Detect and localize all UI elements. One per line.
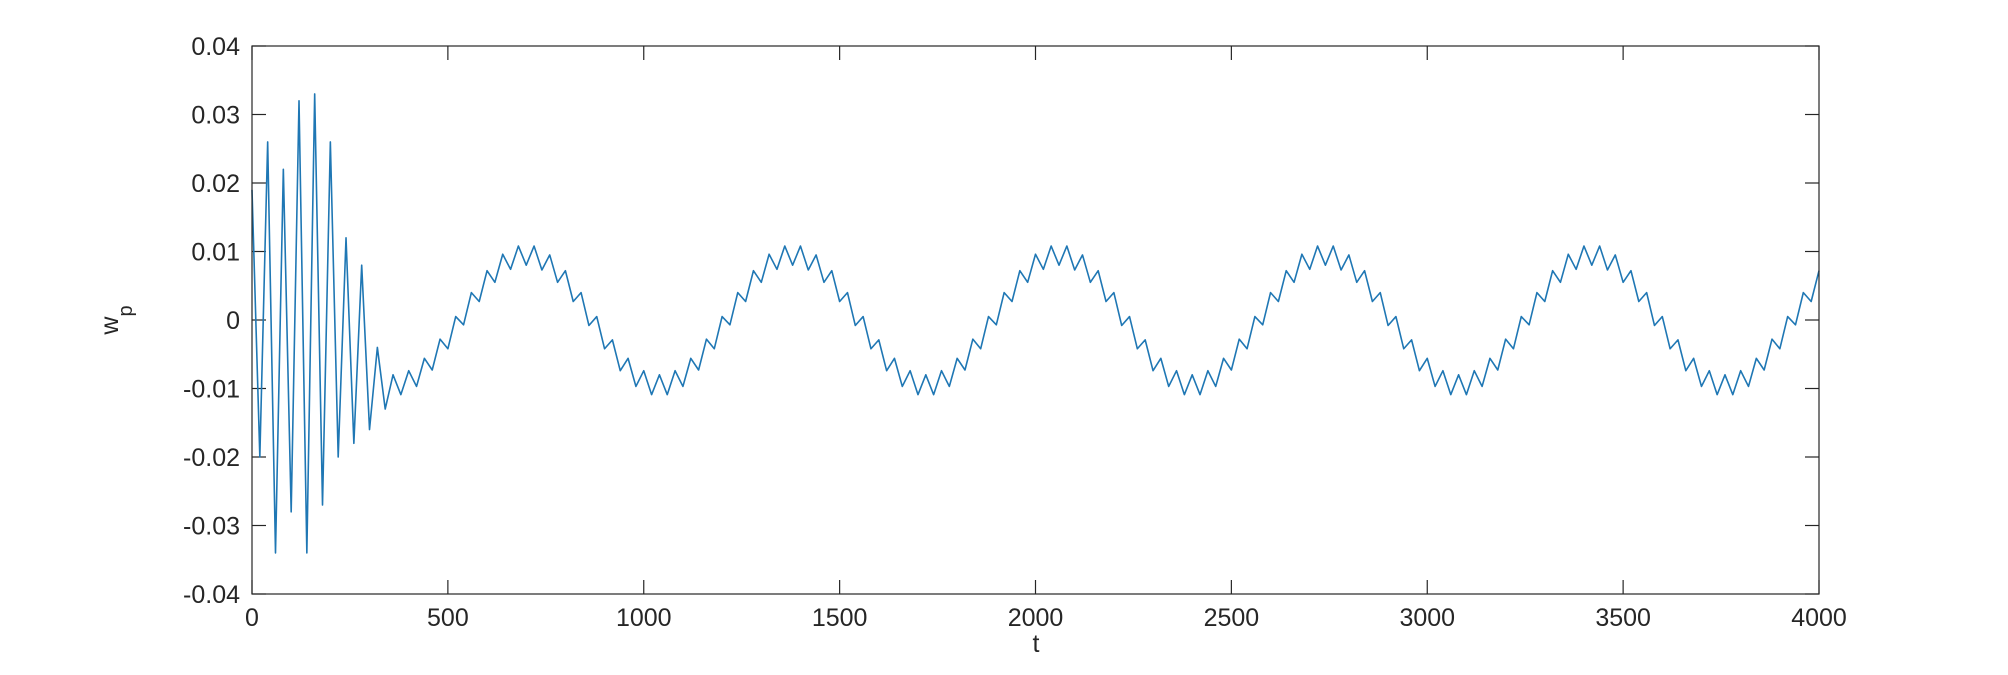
x-tick-label: 3000 xyxy=(1399,604,1455,632)
x-tick-label: 4000 xyxy=(1791,604,1847,632)
data-line xyxy=(251,93,1820,554)
y-tick-label: -0.03 xyxy=(183,513,240,541)
y-label-main: w xyxy=(96,316,124,336)
y-tick-label: 0 xyxy=(226,307,240,335)
x-tick-label: 500 xyxy=(427,604,469,632)
y-tick-label: -0.04 xyxy=(183,581,240,609)
x-tick-label: 2500 xyxy=(1204,604,1260,632)
y-axis-label: wp xyxy=(96,305,137,335)
y-tick-label: 0.03 xyxy=(191,102,240,130)
x-tick-label: 1500 xyxy=(812,604,868,632)
plot-frame xyxy=(251,45,1820,595)
y-tick-label: 0.04 xyxy=(191,33,240,61)
y-tick-label: 0.01 xyxy=(191,239,240,267)
x-tick-label: 1000 xyxy=(616,604,672,632)
y-tick-label: -0.02 xyxy=(183,444,240,472)
x-tick-label: 0 xyxy=(245,604,259,632)
x-tick-label: 2000 xyxy=(1008,604,1064,632)
y-label-sub: p xyxy=(115,305,137,316)
x-axis-label: t xyxy=(1033,630,1040,658)
y-tick-label: -0.01 xyxy=(183,376,240,404)
y-tick-label: 0.02 xyxy=(191,170,240,198)
x-tick-label: 3500 xyxy=(1595,604,1651,632)
